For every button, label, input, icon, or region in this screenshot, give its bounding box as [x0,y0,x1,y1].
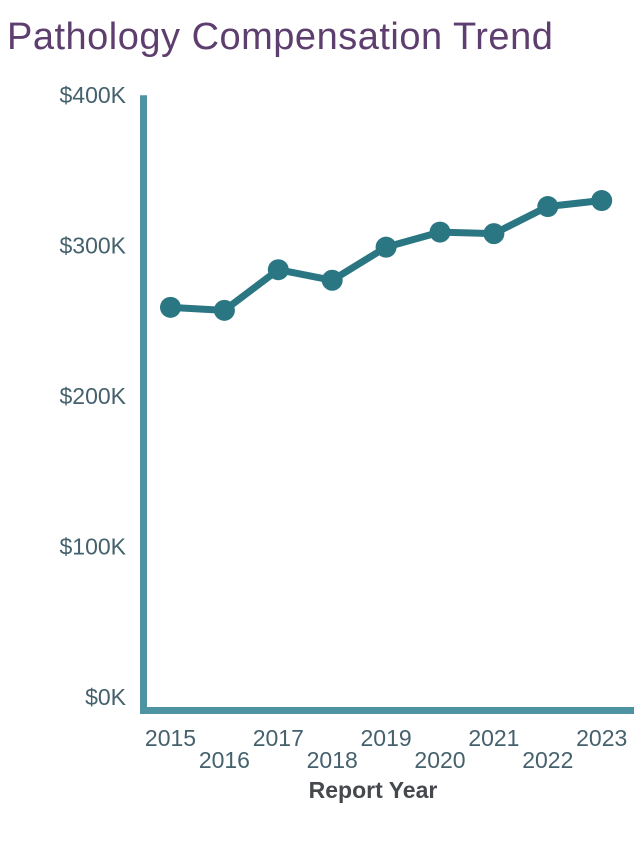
x-tick-label: 2023 [576,725,627,751]
y-tick-label: $300K [59,233,126,259]
data-point [321,269,343,291]
data-point [267,259,289,281]
data-point [213,299,235,321]
x-tick-label: 2017 [253,725,304,751]
data-point [483,223,505,245]
x-tick-label: 2019 [361,725,412,751]
y-tick-label: $0K [85,684,127,710]
x-tick-label: 2022 [522,747,573,773]
y-tick-label: $200K [59,383,126,409]
x-tick-label: 2015 [145,725,196,751]
y-tick-label: $100K [59,534,126,560]
data-point [537,196,559,218]
x-tick-label: 2021 [468,725,519,751]
x-tick-label: 2018 [307,747,358,773]
data-point [429,221,451,243]
data-point [591,190,613,212]
y-tick-label: $400K [59,82,126,108]
data-point [375,236,397,258]
x-tick-label: 2016 [199,747,250,773]
chart-title: Pathology Compensation Trend [7,16,554,58]
data-point [160,296,181,318]
x-axis-title: Report Year [308,777,438,803]
x-tick-label: 2020 [414,747,465,773]
